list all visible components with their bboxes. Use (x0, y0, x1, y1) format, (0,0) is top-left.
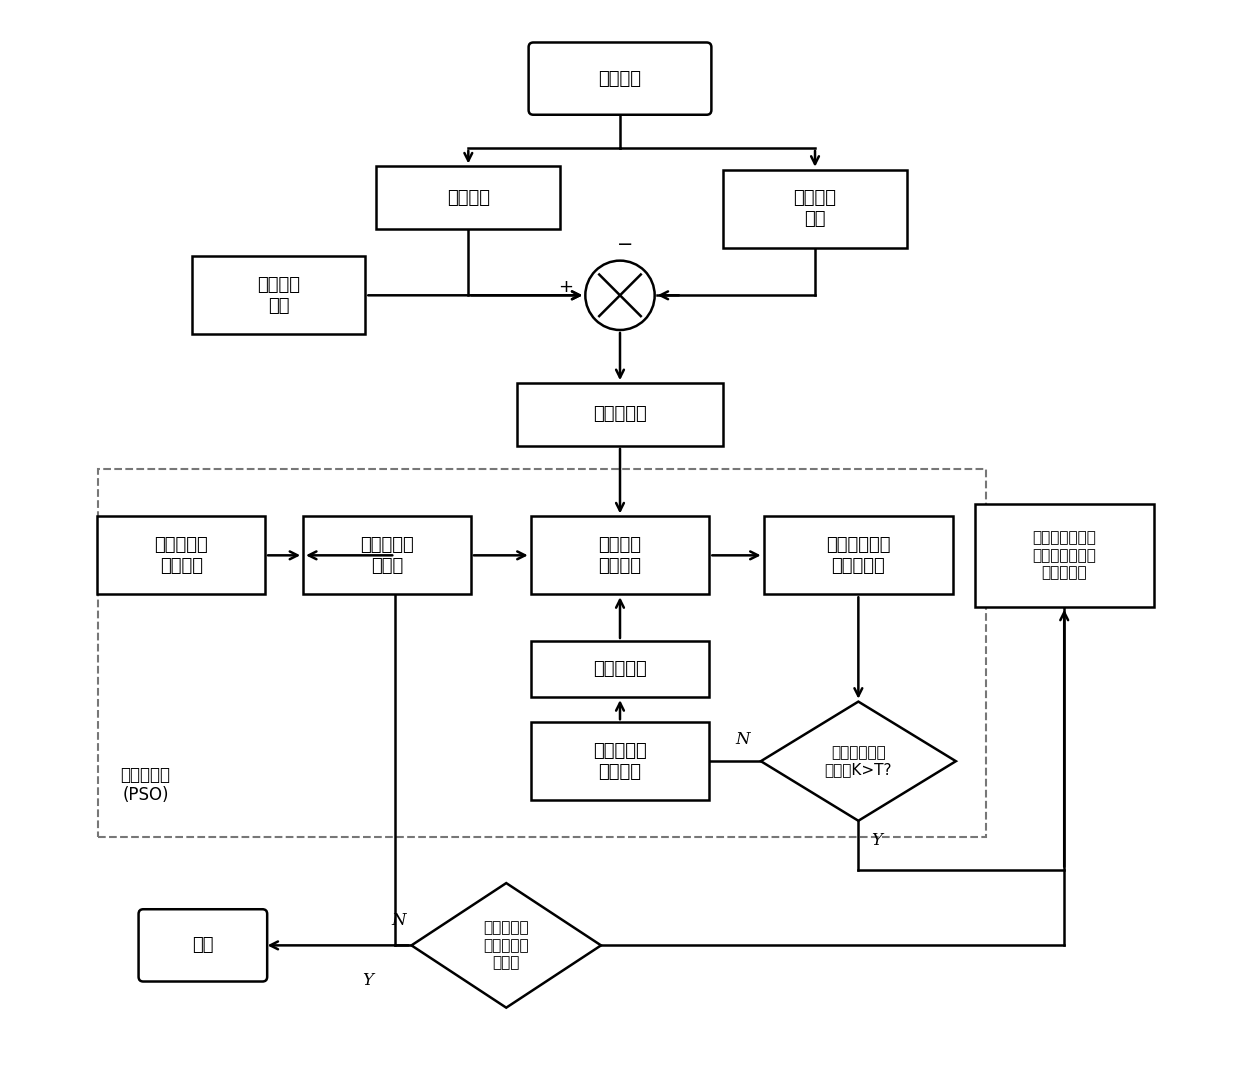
Text: 理论负载
力矩: 理论负载 力矩 (794, 189, 837, 228)
Text: 粒子群算法
(PSO): 粒子群算法 (PSO) (120, 766, 170, 805)
Polygon shape (761, 701, 956, 821)
Bar (192, 256, 366, 334)
Text: 交叉、变异: 交叉、变异 (593, 660, 647, 678)
Text: 得到负载参数带
入动力学模型计
算关节力矩: 得到负载参数带 入动力学模型计 算关节力矩 (1032, 530, 1096, 580)
Text: 速度更新和
位置更新: 速度更新和 位置更新 (593, 742, 647, 781)
Text: Y: Y (872, 832, 883, 848)
Bar (975, 504, 1153, 607)
Text: 空载力矩: 空载力矩 (446, 188, 490, 207)
Bar (531, 516, 709, 595)
Text: 粒子和速度
初始化: 粒子和速度 初始化 (360, 536, 414, 575)
Text: Y: Y (362, 972, 373, 990)
Circle shape (585, 260, 655, 330)
Text: 关节电机
电流: 关节电机 电流 (257, 276, 300, 315)
Text: 适应度函数: 适应度函数 (593, 405, 647, 424)
Text: N: N (392, 913, 405, 929)
Text: 粒子群的
适应度值: 粒子群的 适应度值 (599, 536, 641, 575)
Bar (517, 383, 723, 445)
Bar (98, 468, 986, 837)
Bar (531, 641, 709, 697)
Bar (764, 516, 954, 595)
Text: 计算关节力
矩是否满足
测量值: 计算关节力 矩是否满足 测量值 (484, 920, 529, 970)
Bar (303, 516, 471, 595)
Bar (723, 170, 908, 247)
FancyBboxPatch shape (528, 42, 712, 114)
Text: 结束: 结束 (192, 937, 213, 954)
Text: 寻找个体极值
与群体极值: 寻找个体极值 与群体极值 (826, 536, 890, 575)
Text: 确定粒子群
限制条件: 确定粒子群 限制条件 (154, 536, 208, 575)
Text: −: − (618, 235, 634, 254)
Text: +: + (558, 278, 573, 295)
Text: 满足迭代停止
条件或K>T?: 满足迭代停止 条件或K>T? (825, 745, 892, 778)
Text: 激励轨迹: 激励轨迹 (599, 70, 641, 87)
Bar (97, 516, 265, 595)
FancyBboxPatch shape (139, 909, 267, 981)
Polygon shape (412, 883, 601, 1007)
Text: N: N (735, 731, 750, 748)
Bar (376, 167, 560, 229)
Bar (531, 722, 709, 800)
